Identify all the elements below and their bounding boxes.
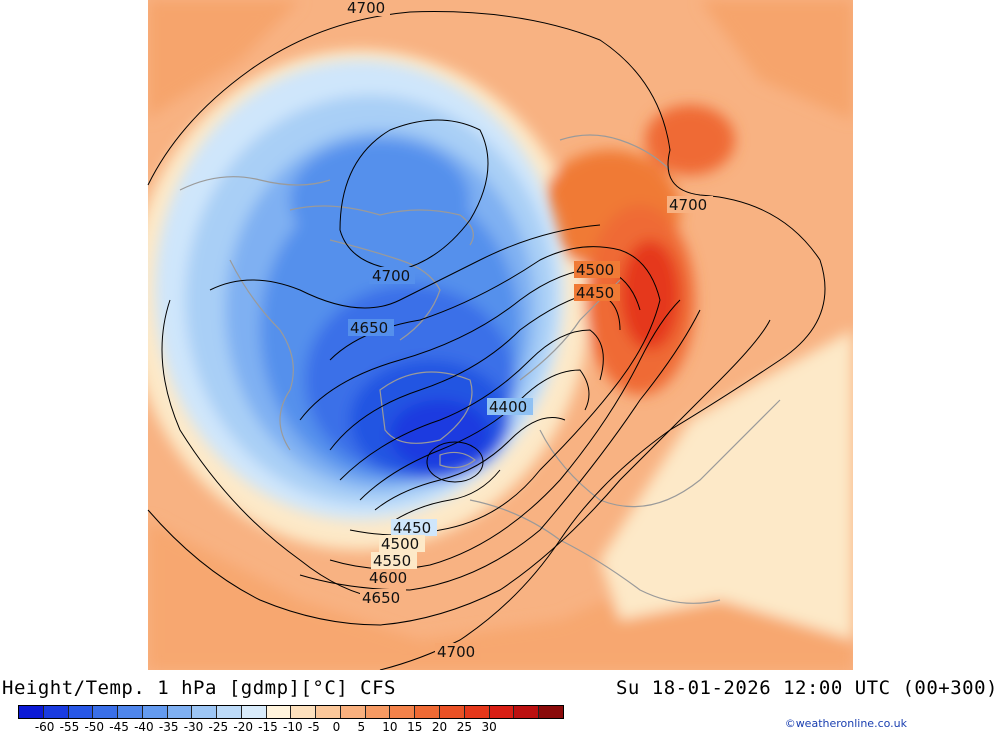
legend-tick-label: -50 [84, 720, 105, 734]
weather-map: 4700 4700 4700 4650 4500 4450 4400 4450 … [147, 0, 853, 670]
legend-tick-label: -20 [233, 720, 253, 734]
legend-swatch [464, 706, 490, 718]
legend-tick-label: -60 [34, 720, 55, 734]
legend-swatch [241, 706, 267, 718]
legend-tick-label: -45 [109, 720, 129, 734]
legend-swatch [217, 706, 242, 718]
legend-tick-label: -5 [307, 720, 320, 734]
legend-tick-label: -30 [183, 720, 204, 734]
legend-tick-label: 15 [407, 720, 423, 734]
legend-swatch [19, 706, 44, 718]
legend-swatch [316, 706, 341, 718]
contour-label: 4450 [576, 284, 614, 302]
legend-tick-label: -40 [134, 720, 154, 734]
legend-tick-label: -10 [283, 720, 303, 734]
contour-label: 4600 [369, 569, 407, 587]
legend-swatch [118, 706, 143, 718]
legend-swatch [43, 706, 69, 718]
valid-time: Su 18-01-2026 12:00 UTC (00+300) [615, 677, 998, 699]
contour-label: 4700 [372, 267, 410, 285]
legend-swatch [167, 706, 193, 718]
legend-swatch [340, 706, 366, 718]
legend-tick-label: 20 [431, 720, 448, 734]
legend-swatch [266, 706, 292, 718]
contour-labels: 4700 4700 4700 4650 4500 4450 4400 4450 … [344, 0, 713, 661]
map-title: Height/Temp. 1 hPa [gdmp][°C] CFS [2, 677, 396, 699]
contour-label: 4400 [489, 398, 527, 416]
contour-label: 4700 [437, 643, 475, 661]
legend-tick-label: 5 [357, 720, 366, 734]
contour-label: 4700 [669, 196, 707, 214]
legend-swatch [415, 706, 441, 718]
legend-swatch [514, 706, 540, 718]
map-panel: 4700 4700 4700 4650 4500 4450 4400 4450 … [147, 0, 853, 670]
contour-label: 4650 [350, 319, 388, 337]
contour-label: 4450 [393, 519, 431, 537]
legend-tick-label: -15 [258, 720, 278, 734]
contour-label: 4650 [362, 589, 400, 607]
legend-tick-label: 25 [456, 720, 472, 734]
legend-swatch [93, 706, 119, 718]
temperature-field [148, 0, 853, 670]
legend-tick-label: -55 [59, 720, 80, 734]
color-legend [18, 705, 564, 719]
legend-tick-label: 0 [332, 720, 341, 734]
contour-label: 4500 [576, 261, 614, 279]
legend-swatch [365, 706, 391, 718]
legend-tick-labels: -60 -55 -50 -45 -40 -35 -30 -25 -20 -15 -10 -5 0 5 10 1… [18, 720, 578, 734]
legend-tick-label: -25 [208, 720, 229, 734]
legend-swatch [142, 706, 168, 718]
legend-tick-label: -35 [158, 720, 179, 734]
legend-swatch [489, 706, 515, 718]
legend-tick-label: 10 [382, 720, 398, 734]
contour-label: 4700 [347, 0, 385, 17]
legend-swatch [390, 706, 416, 718]
contour-label: 4500 [381, 535, 419, 553]
cold-vortex [155, 60, 565, 520]
legend-swatch [68, 706, 94, 718]
legend-swatch [291, 706, 317, 718]
credit-link[interactable]: ©weatheronline.co.uk [784, 717, 907, 730]
contour-label: 4550 [373, 552, 411, 570]
legend-swatch [192, 706, 218, 718]
legend-swatch [539, 706, 563, 718]
legend-swatch [440, 706, 465, 718]
legend-tick-label: 30 [481, 720, 497, 734]
height-contours [147, 11, 826, 670]
